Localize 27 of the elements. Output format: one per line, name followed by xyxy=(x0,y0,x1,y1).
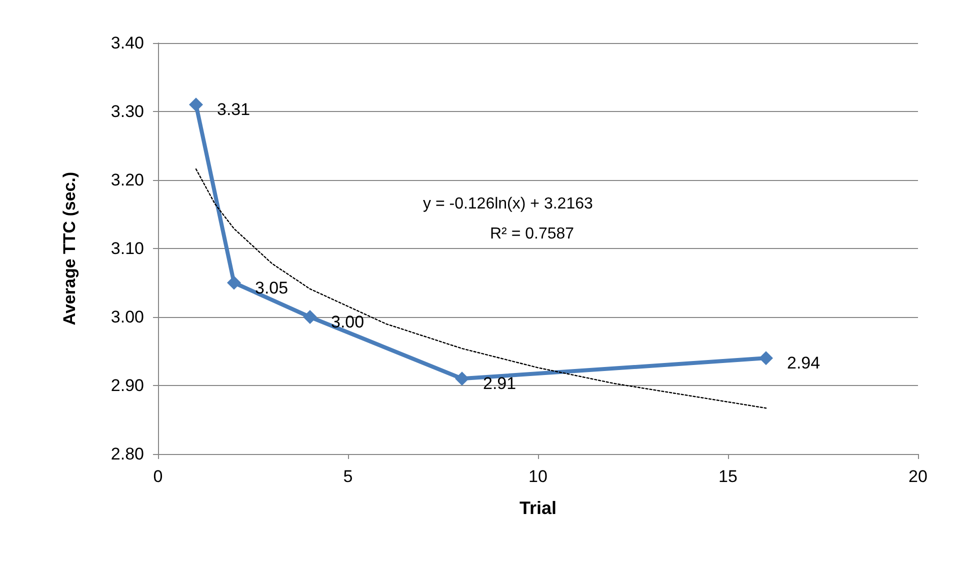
x-axis-title: Trial xyxy=(519,498,557,518)
x-tick-label: 0 xyxy=(153,467,163,486)
y-tick-label: 3.30 xyxy=(110,102,144,121)
y-axis-title: Average TTC (sec.) xyxy=(60,172,79,326)
y-tick-label: 3.40 xyxy=(110,34,144,52)
x-tick-label: 15 xyxy=(718,467,738,486)
data-label: 3.05 xyxy=(255,278,288,298)
point xyxy=(227,276,241,290)
y-tick-label: 3.20 xyxy=(110,170,144,190)
y-tick-label: 2.80 xyxy=(110,444,144,464)
annotation: y = -0.126ln(x) + 3.2163 xyxy=(423,196,593,212)
point xyxy=(189,98,203,112)
y-tick-label: 3.10 xyxy=(110,239,144,258)
data-label: 2.91 xyxy=(483,374,516,394)
data-label: 3.31 xyxy=(217,100,250,120)
x-tick-label: 10 xyxy=(528,467,548,486)
data-label: 3.00 xyxy=(331,312,364,332)
point xyxy=(455,372,469,386)
x-tick-label: 20 xyxy=(908,467,928,486)
y-tick-label: 2.90 xyxy=(110,376,144,395)
y-tick-label: 3.00 xyxy=(110,308,144,326)
annotation: R² = 0.7587 xyxy=(490,226,574,242)
x-tick-label: 5 xyxy=(343,467,353,486)
data-label: 2.94 xyxy=(787,354,820,373)
line-series xyxy=(195,168,767,409)
point xyxy=(303,310,317,324)
point xyxy=(759,351,773,366)
